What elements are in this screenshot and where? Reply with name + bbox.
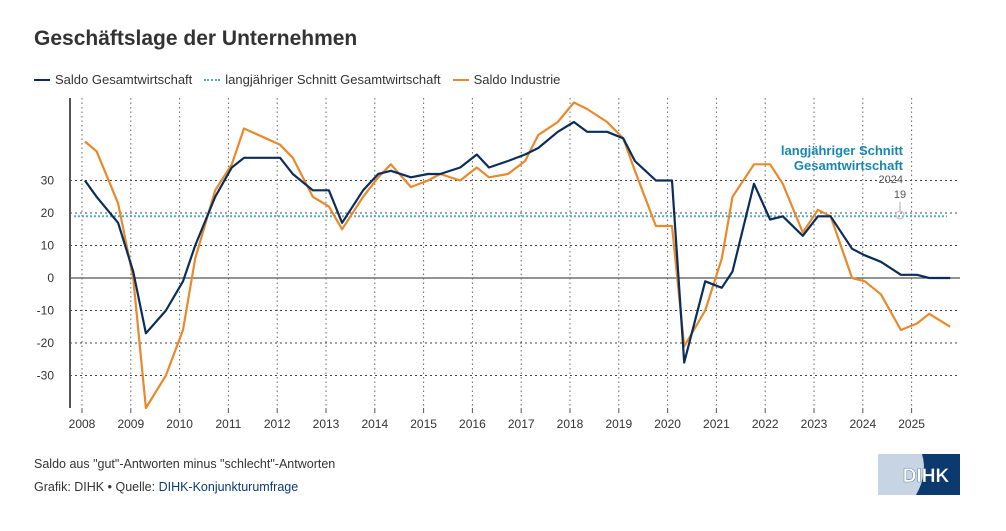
annotation-value: 19 xyxy=(894,189,906,201)
dihk-logo: DIHK xyxy=(878,454,960,495)
x-tick-label: 2015 xyxy=(410,417,437,431)
y-tick-label: -20 xyxy=(37,336,55,350)
x-tick-label: 2012 xyxy=(264,417,291,431)
chart-title: Geschäftslage der Unternehmen xyxy=(34,27,358,50)
y-tick-label: 20 xyxy=(41,206,55,220)
x-tick-label: 2014 xyxy=(361,417,388,431)
legend-swatch xyxy=(34,78,50,81)
x-tick-label: 2008 xyxy=(69,417,96,431)
legend-item-gesamtwirtschaft[interactable]: Saldo Gesamtwirtschaft xyxy=(34,72,192,87)
series-line-gesamtwirtschaft xyxy=(84,120,951,364)
x-tick-label: 2017 xyxy=(508,417,535,431)
y-tick-label: 0 xyxy=(47,271,54,285)
y-tick-label: 30 xyxy=(41,174,55,188)
x-tick-label: 2010 xyxy=(166,417,193,431)
x-tick-label: 2025 xyxy=(898,417,925,431)
x-tick-label: 2020 xyxy=(654,417,681,431)
x-tick-label: 2016 xyxy=(459,417,486,431)
x-tick-label: 2018 xyxy=(557,417,584,431)
series-line-industrie xyxy=(84,101,951,410)
y-tick-label: -10 xyxy=(37,304,55,318)
annotation-year: 2024 xyxy=(879,174,903,186)
legend-label: Saldo Industrie xyxy=(473,72,561,87)
annotation-marker xyxy=(895,210,905,220)
legend-label: Saldo Gesamtwirtschaft xyxy=(55,72,193,87)
x-tick-label: 2022 xyxy=(752,417,779,431)
x-tick-label: 2021 xyxy=(703,417,730,431)
y-tick-label: 10 xyxy=(41,239,55,253)
x-tick-label: 2013 xyxy=(313,417,340,431)
annotation-title: langjähriger Schnitt xyxy=(781,143,904,158)
source-link[interactable]: DIHK-Konjunkturumfrage xyxy=(158,480,299,494)
x-tick-label: 2024 xyxy=(849,417,876,431)
legend-item-schnitt[interactable]: langjähriger Schnitt Gesamtwirtschaft xyxy=(204,72,441,87)
annotation-title: Gesamtwirtschaft xyxy=(794,158,904,173)
svg-text:DIHK: DIHK xyxy=(903,466,950,487)
x-tick-label: 2009 xyxy=(117,417,144,431)
legend-item-industrie[interactable]: Saldo Industrie xyxy=(452,72,561,87)
credit-line: Grafik: DIHK • Quelle: DIHK-Konjunkturum… xyxy=(34,480,298,494)
x-tick-label: 2011 xyxy=(215,417,241,431)
legend: Saldo Gesamtwirtschaft langjähriger Schn… xyxy=(34,72,560,87)
legend-label: langjähriger Schnitt Gesamtwirtschaft xyxy=(225,72,441,87)
footnote: Saldo aus "gut"-Antworten minus "schlech… xyxy=(34,457,336,471)
x-tick-label: 2023 xyxy=(801,417,828,431)
legend-swatch xyxy=(452,78,469,81)
x-tick-label: 2019 xyxy=(605,417,632,431)
legend-swatch xyxy=(204,78,221,81)
credit-prefix: Grafik: DIHK • Quelle: xyxy=(34,480,159,494)
y-tick-label: -30 xyxy=(37,369,55,383)
